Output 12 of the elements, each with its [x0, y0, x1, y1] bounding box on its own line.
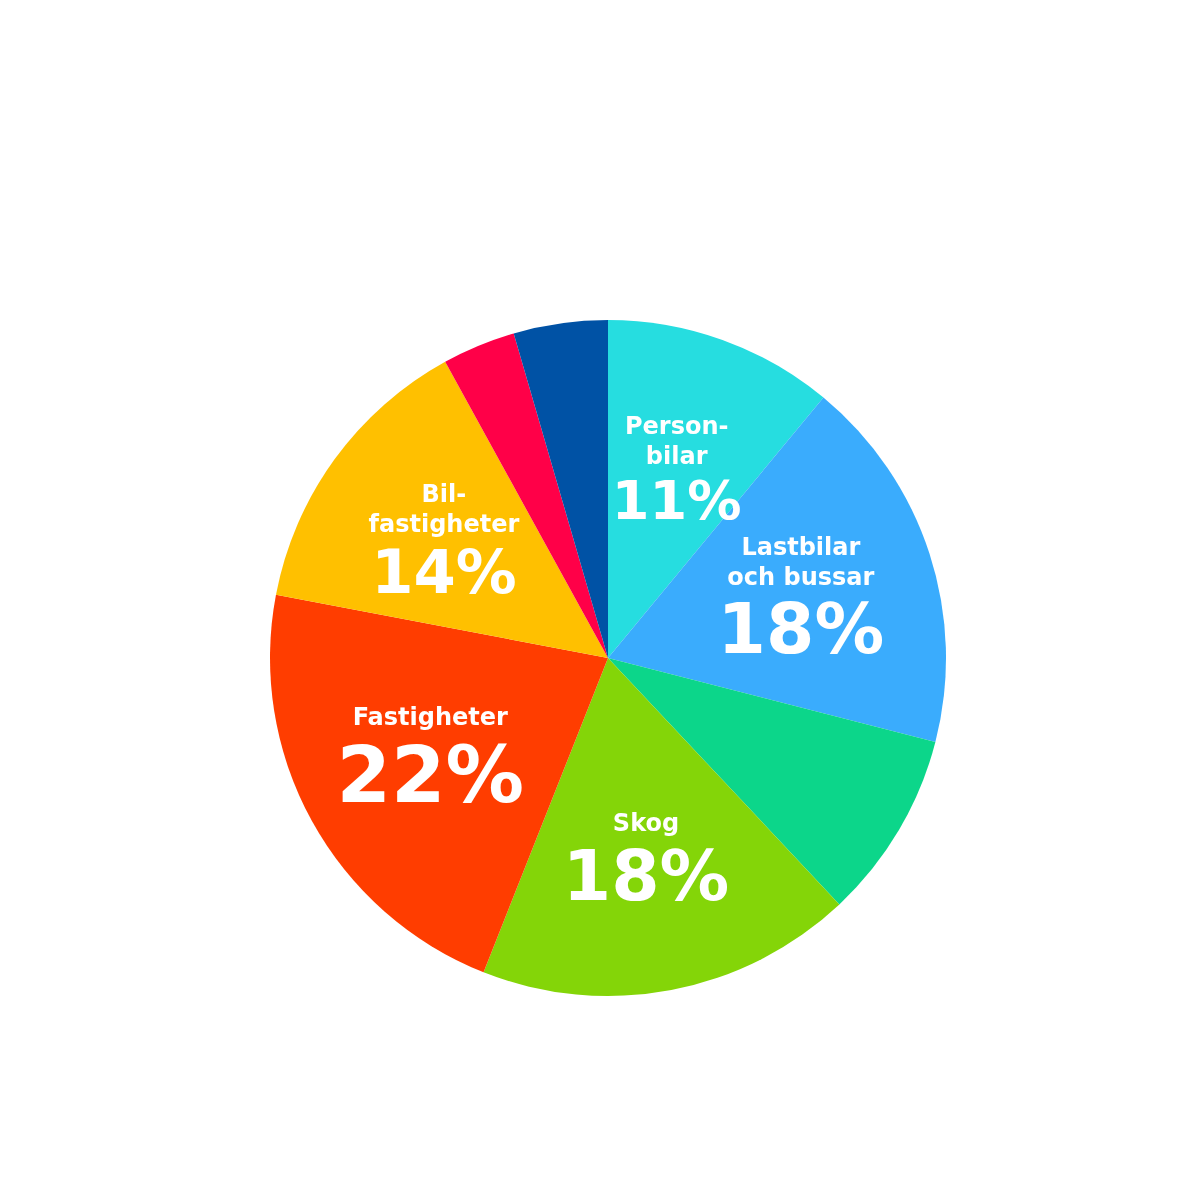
slice-label: Person- bilar	[624, 412, 729, 471]
pie-slice	[608, 397, 946, 743]
slice-label: Fastigheter	[352, 703, 509, 732]
slice-label: Lastbilar och bussar	[727, 532, 875, 591]
data-label: 22%	[336, 729, 525, 821]
slice-label: Skog	[612, 809, 680, 838]
data-label: 14%	[371, 537, 517, 608]
slice-label: Bil- fastigheter	[368, 480, 520, 539]
data-label: 18%	[562, 835, 730, 917]
data-label: 11%	[611, 468, 742, 532]
pie-slice	[275, 361, 608, 658]
data-label: 18%	[717, 588, 885, 670]
